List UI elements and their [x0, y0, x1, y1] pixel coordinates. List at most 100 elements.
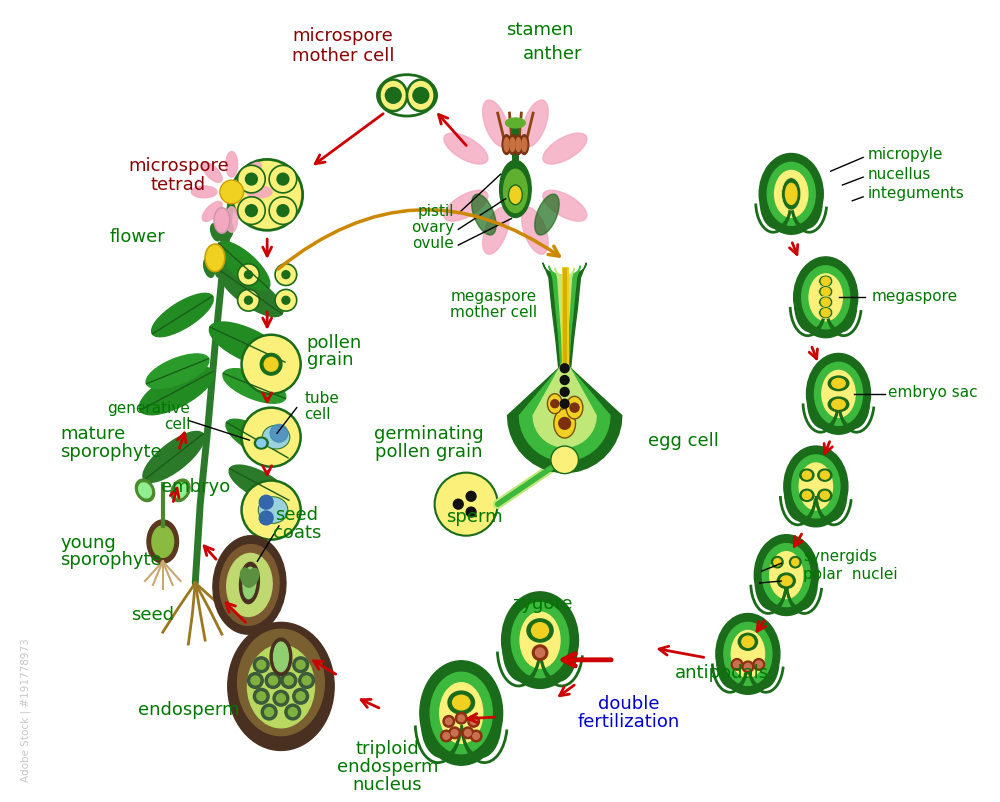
- Ellipse shape: [213, 536, 286, 634]
- Circle shape: [455, 712, 467, 724]
- Circle shape: [247, 673, 263, 689]
- Circle shape: [560, 364, 569, 373]
- Text: fertilization: fertilization: [578, 712, 680, 730]
- Ellipse shape: [781, 576, 792, 586]
- Ellipse shape: [453, 695, 470, 710]
- Circle shape: [288, 707, 297, 716]
- Ellipse shape: [792, 559, 799, 566]
- Text: pollen grain: pollen grain: [375, 443, 482, 460]
- Circle shape: [245, 297, 252, 305]
- Circle shape: [744, 663, 751, 670]
- Text: micropyle: micropyle: [868, 147, 944, 162]
- Ellipse shape: [784, 447, 848, 527]
- Ellipse shape: [800, 490, 814, 502]
- Text: mother cell: mother cell: [450, 304, 537, 319]
- Ellipse shape: [214, 209, 230, 234]
- Ellipse shape: [223, 225, 233, 241]
- Circle shape: [443, 715, 455, 727]
- Text: microspore: microspore: [128, 157, 229, 175]
- Ellipse shape: [802, 492, 811, 500]
- Ellipse shape: [543, 134, 587, 165]
- Text: cell: cell: [305, 407, 331, 422]
- Circle shape: [253, 657, 269, 673]
- Ellipse shape: [504, 170, 527, 213]
- Ellipse shape: [532, 623, 548, 638]
- Ellipse shape: [502, 136, 511, 156]
- Circle shape: [277, 658, 285, 667]
- Text: sporophyte: sporophyte: [60, 443, 162, 460]
- Ellipse shape: [223, 369, 286, 403]
- Ellipse shape: [174, 484, 187, 498]
- Circle shape: [242, 481, 301, 540]
- Ellipse shape: [215, 259, 226, 278]
- Circle shape: [259, 496, 273, 509]
- Text: coats: coats: [273, 523, 321, 541]
- Circle shape: [265, 707, 274, 716]
- Ellipse shape: [566, 397, 583, 419]
- Ellipse shape: [800, 469, 814, 481]
- Ellipse shape: [270, 638, 292, 676]
- Ellipse shape: [527, 619, 553, 642]
- Ellipse shape: [257, 439, 266, 448]
- Ellipse shape: [139, 484, 151, 498]
- Circle shape: [560, 376, 569, 385]
- Circle shape: [245, 174, 257, 186]
- Circle shape: [269, 166, 297, 193]
- Circle shape: [453, 500, 463, 509]
- Ellipse shape: [819, 286, 833, 298]
- Text: sporophyte: sporophyte: [60, 551, 162, 569]
- Circle shape: [465, 730, 471, 736]
- Ellipse shape: [500, 161, 531, 218]
- Circle shape: [257, 661, 266, 670]
- Ellipse shape: [790, 557, 801, 568]
- Circle shape: [238, 290, 259, 312]
- Ellipse shape: [146, 354, 209, 389]
- Ellipse shape: [245, 569, 259, 587]
- Ellipse shape: [794, 257, 858, 338]
- Ellipse shape: [514, 136, 523, 156]
- Circle shape: [446, 718, 452, 725]
- Circle shape: [269, 197, 297, 225]
- Circle shape: [458, 715, 465, 722]
- Circle shape: [265, 673, 281, 689]
- Ellipse shape: [510, 139, 515, 152]
- Text: anther: anther: [523, 45, 583, 63]
- Circle shape: [253, 689, 269, 704]
- Circle shape: [281, 673, 297, 689]
- Text: endosperm: endosperm: [337, 757, 438, 776]
- Ellipse shape: [820, 472, 829, 480]
- Ellipse shape: [228, 622, 334, 751]
- Ellipse shape: [724, 622, 772, 686]
- Polygon shape: [533, 269, 596, 448]
- Circle shape: [238, 197, 265, 225]
- Ellipse shape: [547, 395, 562, 414]
- Text: double: double: [598, 695, 659, 712]
- Ellipse shape: [217, 242, 270, 291]
- Circle shape: [755, 661, 762, 668]
- Circle shape: [473, 733, 479, 739]
- Text: tube: tube: [305, 391, 339, 406]
- Ellipse shape: [754, 535, 818, 616]
- Text: young: young: [60, 533, 116, 551]
- Text: embryo sac: embryo sac: [888, 385, 977, 400]
- Ellipse shape: [430, 672, 492, 754]
- Text: sperm: sperm: [446, 508, 502, 525]
- Text: integuments: integuments: [868, 186, 965, 201]
- Ellipse shape: [407, 80, 435, 112]
- Text: zygote: zygote: [513, 594, 573, 612]
- Circle shape: [470, 731, 482, 742]
- Ellipse shape: [821, 288, 830, 296]
- Circle shape: [551, 400, 559, 408]
- Circle shape: [296, 692, 305, 701]
- Ellipse shape: [828, 398, 849, 412]
- Text: embryo: embryo: [161, 478, 230, 496]
- Ellipse shape: [191, 187, 217, 199]
- Circle shape: [245, 271, 252, 279]
- Ellipse shape: [522, 208, 548, 255]
- Ellipse shape: [444, 134, 488, 165]
- Text: pistil: pistil: [418, 204, 454, 219]
- Ellipse shape: [819, 307, 833, 319]
- Ellipse shape: [802, 472, 811, 480]
- Text: grain: grain: [307, 351, 353, 369]
- Ellipse shape: [483, 101, 509, 148]
